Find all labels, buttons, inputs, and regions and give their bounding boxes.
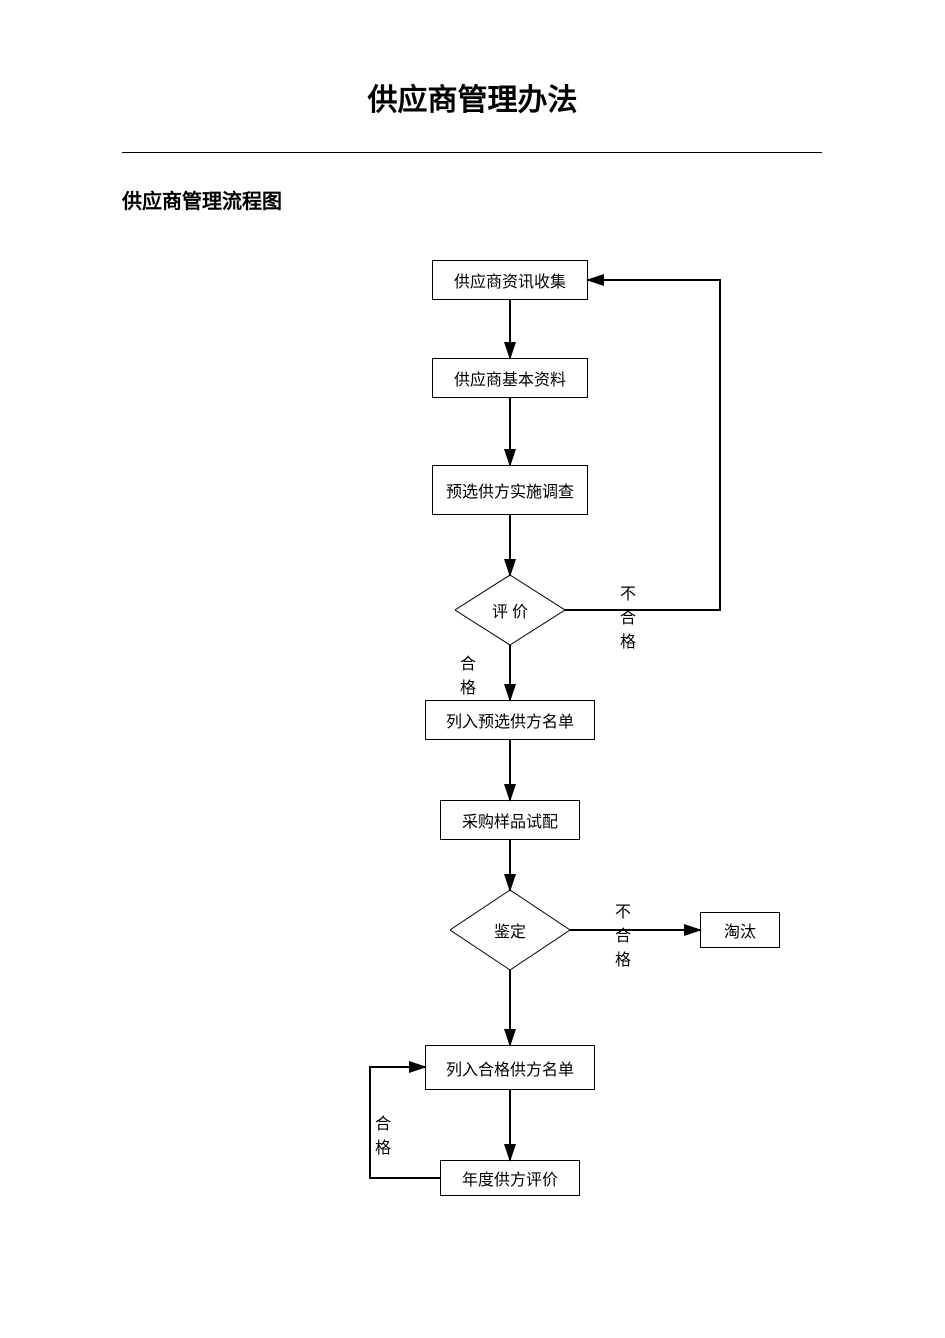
decision-evaluate: 评 价 [455, 575, 565, 645]
node-label: 供应商资讯收集 [454, 268, 566, 292]
edge-label-fail-2: 不合格 [615, 898, 631, 970]
node-sample-trial: 采购样品试配 [440, 800, 580, 840]
node-label: 淘汰 [724, 918, 756, 942]
node-annual-review: 年度供方评价 [440, 1160, 580, 1196]
node-info-collect: 供应商资讯收集 [432, 260, 588, 300]
decision-label: 鉴定 [450, 890, 570, 970]
decision-label: 评 价 [455, 575, 565, 645]
node-basic-profile: 供应商基本资料 [432, 358, 588, 398]
section-heading: 供应商管理流程图 [122, 185, 282, 214]
edge-label-fail-1: 不合格 [620, 580, 636, 652]
node-label: 采购样品试配 [462, 808, 558, 832]
node-preselect-survey: 预选供方实施调查 [432, 465, 588, 515]
edge-label-pass-1: 合格 [460, 650, 476, 698]
document-title: 供应商管理办法 [0, 75, 945, 119]
node-label: 列入预选供方名单 [446, 708, 574, 732]
page: 供应商管理办法 供应商管理流程图 供应商资讯收集 供应商基本资料 预选供方实施调… [0, 0, 945, 1338]
node-preselect-list: 列入预选供方名单 [425, 700, 595, 740]
node-label: 预选供方实施调查 [446, 478, 574, 502]
node-eliminate: 淘汰 [700, 912, 780, 948]
edge-label-pass-2: 合格 [375, 1110, 391, 1158]
node-label: 列入合格供方名单 [446, 1056, 574, 1080]
node-label: 年度供方评价 [462, 1166, 558, 1190]
node-qualified-list: 列入合格供方名单 [425, 1045, 595, 1090]
horizontal-rule [122, 152, 822, 153]
decision-appraise: 鉴定 [450, 890, 570, 970]
node-label: 供应商基本资料 [454, 366, 566, 390]
